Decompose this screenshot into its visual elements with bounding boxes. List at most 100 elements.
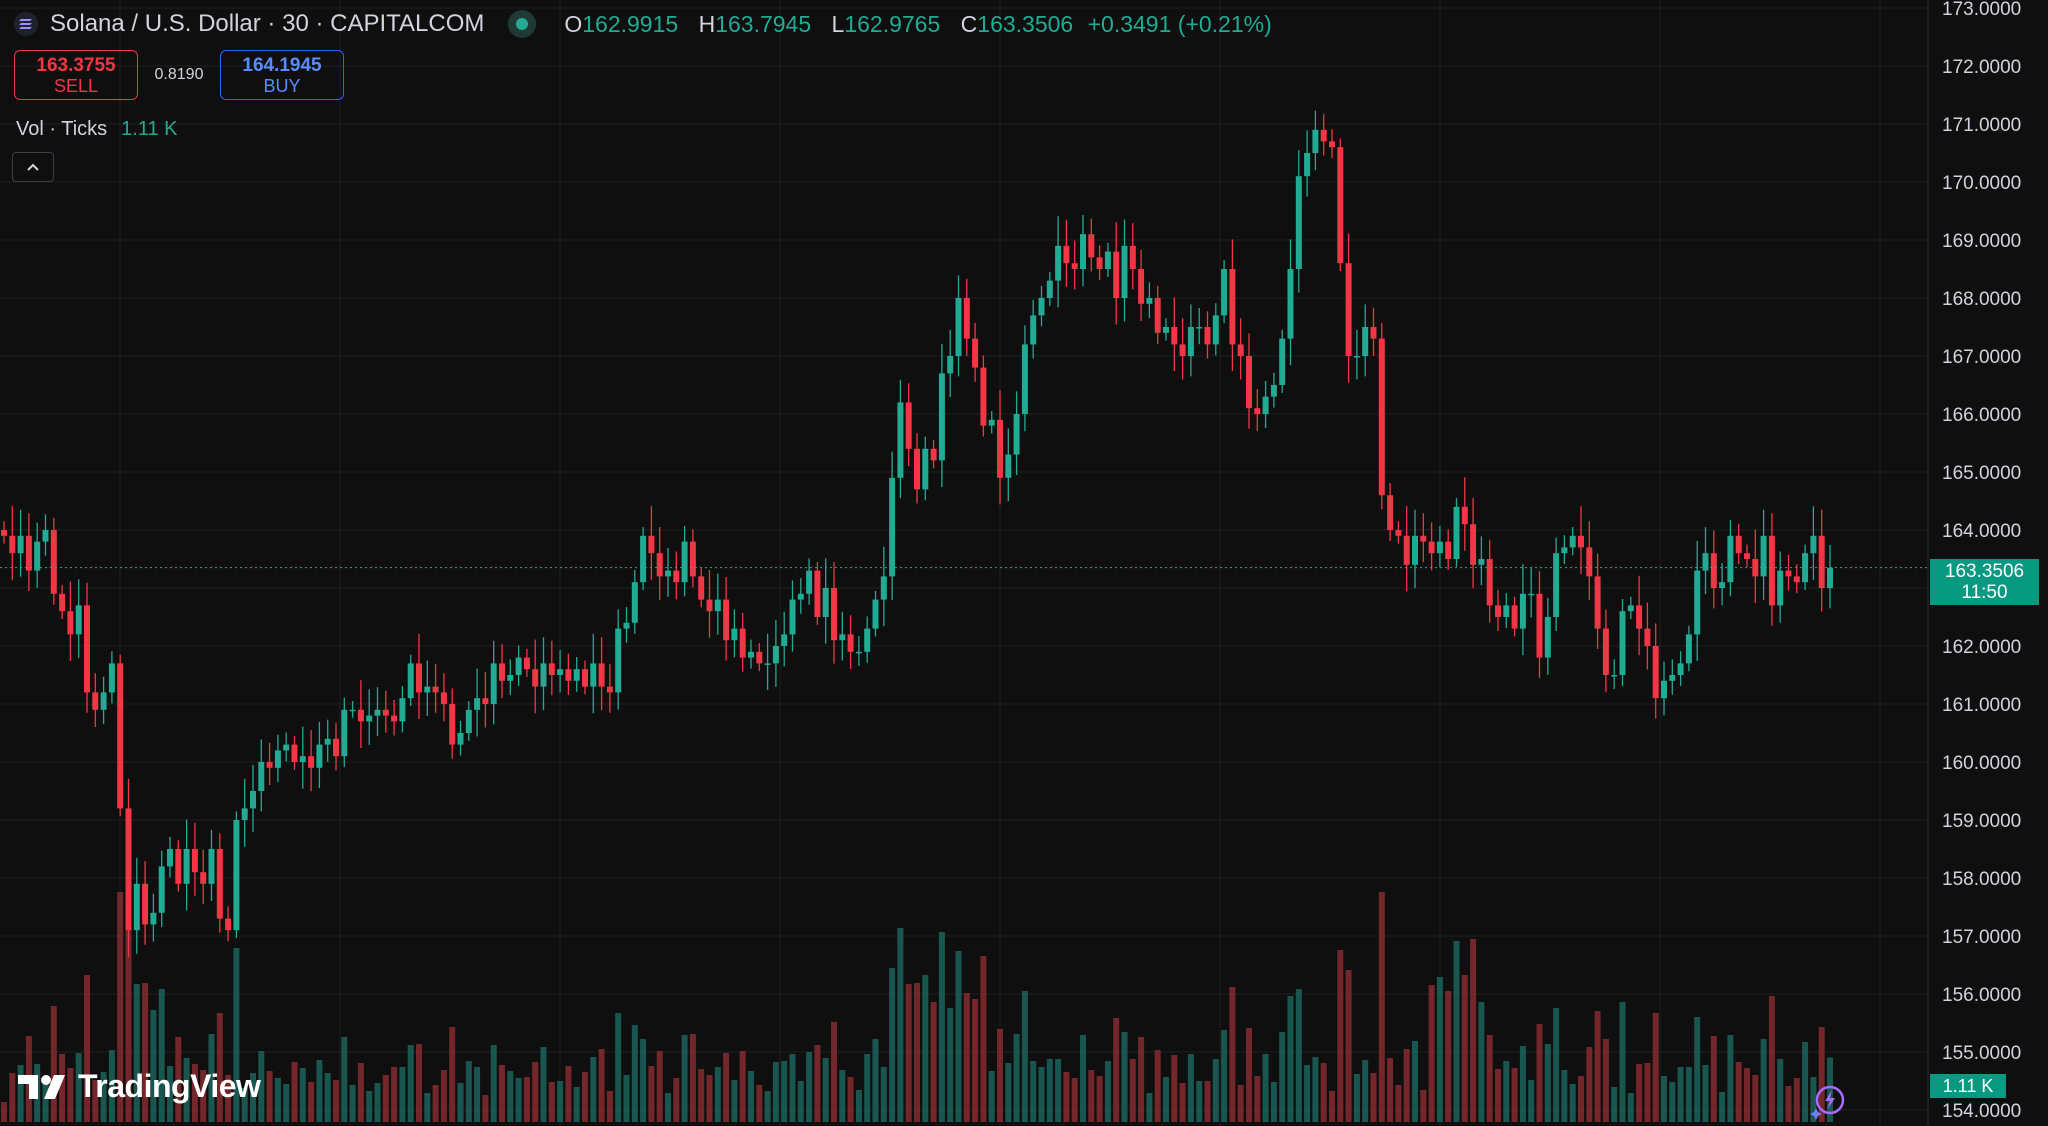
candle-body bbox=[100, 692, 107, 710]
candle-body bbox=[59, 593, 66, 612]
volume-bar bbox=[125, 901, 132, 1122]
candle-body bbox=[1495, 605, 1501, 617]
candle-body bbox=[557, 669, 564, 675]
volume-bar bbox=[474, 1067, 481, 1122]
volume-bar bbox=[108, 1050, 115, 1122]
buy-button[interactable]: 164.1945 BUY bbox=[220, 50, 344, 100]
candle-body bbox=[922, 448, 929, 490]
volume-bar bbox=[1270, 1082, 1277, 1122]
candle-body bbox=[1827, 567, 1833, 588]
volume-bar bbox=[233, 948, 240, 1122]
trade-panel: 163.3755 SELL 0.8190 164.1945 BUY bbox=[14, 50, 344, 100]
volume-bar bbox=[1636, 1064, 1643, 1122]
candle-body bbox=[1586, 547, 1593, 577]
price-tick-label: 172.0000 bbox=[1942, 57, 2021, 78]
volume-bar bbox=[42, 1077, 49, 1122]
volume-bar bbox=[1138, 1037, 1145, 1122]
candle-body bbox=[1378, 338, 1385, 496]
candle-body bbox=[598, 663, 605, 687]
tradingview-logo[interactable]: TradingView bbox=[18, 1068, 261, 1105]
candle-body bbox=[1403, 535, 1410, 565]
candle-body bbox=[84, 605, 90, 693]
candle-body bbox=[1793, 576, 1800, 583]
volume-legend[interactable]: Vol · Ticks 1.11 K bbox=[16, 118, 177, 141]
volume-bar bbox=[748, 1071, 754, 1122]
volume-bar bbox=[1246, 1028, 1252, 1122]
volume-bar bbox=[382, 1075, 389, 1122]
volume-bar bbox=[689, 1034, 696, 1122]
candle-body bbox=[1619, 611, 1626, 675]
volume-bar bbox=[299, 1068, 306, 1122]
candle-body bbox=[1204, 327, 1211, 345]
ohlc-values: O162.9915 H163.7945 L162.9765 C163.3506 … bbox=[564, 11, 1271, 38]
low-label: L bbox=[831, 10, 845, 37]
volume-bar bbox=[1627, 1093, 1634, 1122]
candle-body bbox=[631, 582, 638, 623]
volume-bar bbox=[416, 1044, 422, 1122]
collapse-legend-button[interactable] bbox=[12, 152, 54, 182]
candle-body bbox=[1138, 269, 1145, 304]
volume-bar bbox=[764, 1091, 771, 1122]
candle-body bbox=[764, 663, 771, 665]
volume-bar bbox=[1171, 1055, 1178, 1122]
candle-body bbox=[1702, 553, 1709, 571]
candle-body bbox=[905, 402, 912, 449]
price-tick-label: 167.0000 bbox=[1942, 347, 2021, 368]
candle-body bbox=[1370, 327, 1377, 339]
candle-body bbox=[540, 663, 547, 687]
candle-body bbox=[615, 628, 622, 693]
volume-bar bbox=[59, 1054, 66, 1122]
volume-bar bbox=[1229, 987, 1236, 1122]
volume-bar bbox=[972, 999, 979, 1122]
volume-bar bbox=[1428, 985, 1435, 1122]
candle-body bbox=[1096, 257, 1103, 269]
candle-body bbox=[673, 570, 680, 583]
volume-bar bbox=[914, 983, 920, 1122]
volume-bar bbox=[250, 1073, 256, 1122]
volume-bar bbox=[698, 1069, 705, 1122]
candle-body bbox=[1685, 634, 1692, 664]
candle-body bbox=[789, 599, 796, 635]
volume-bar bbox=[1752, 1075, 1759, 1122]
volume-bar bbox=[490, 1045, 497, 1122]
chevron-up-icon bbox=[27, 163, 39, 171]
volume-bar bbox=[216, 1013, 223, 1122]
solana-icon bbox=[14, 12, 38, 36]
volume-legend-value: 1.11 K bbox=[121, 118, 178, 140]
volume-bar bbox=[1370, 1073, 1377, 1122]
volume-bar bbox=[1295, 989, 1302, 1122]
candle-body bbox=[698, 576, 705, 600]
volume-bar bbox=[631, 1025, 638, 1122]
lightning-icon[interactable] bbox=[1810, 1084, 1846, 1120]
volume-bar bbox=[133, 984, 140, 1122]
volume-bar bbox=[374, 1083, 381, 1122]
volume-bar bbox=[241, 1088, 248, 1122]
candle-body bbox=[266, 762, 273, 768]
logo-text: TradingView bbox=[78, 1068, 261, 1104]
candle-body bbox=[1154, 298, 1161, 333]
candle-body bbox=[1694, 570, 1701, 635]
volume-bar bbox=[1279, 1032, 1286, 1122]
candle-body bbox=[1179, 344, 1186, 356]
symbol-title[interactable]: Solana / U.S. Dollar · 30 · CAPITALCOM bbox=[50, 10, 485, 37]
buy-price: 164.1945 bbox=[242, 55, 322, 76]
candle-body bbox=[864, 628, 871, 652]
candle-body bbox=[1221, 269, 1228, 316]
volume-bar bbox=[1345, 970, 1352, 1122]
candle-body bbox=[590, 663, 597, 687]
candle-body bbox=[1810, 535, 1817, 554]
volume-bar bbox=[333, 1080, 339, 1122]
candle-body bbox=[1312, 129, 1319, 153]
candle-body bbox=[606, 686, 613, 693]
volume-bar bbox=[598, 1049, 605, 1122]
volume-bar bbox=[1353, 1074, 1360, 1122]
candle-body bbox=[1553, 553, 1560, 617]
volume-bar bbox=[731, 1080, 738, 1122]
market-open-icon[interactable] bbox=[508, 10, 537, 38]
volume-bar bbox=[424, 1093, 431, 1122]
candle-body bbox=[723, 599, 730, 641]
volume-bar bbox=[806, 1052, 813, 1122]
volume-bar bbox=[1080, 1035, 1086, 1122]
sell-button[interactable]: 163.3755 SELL bbox=[14, 50, 138, 100]
